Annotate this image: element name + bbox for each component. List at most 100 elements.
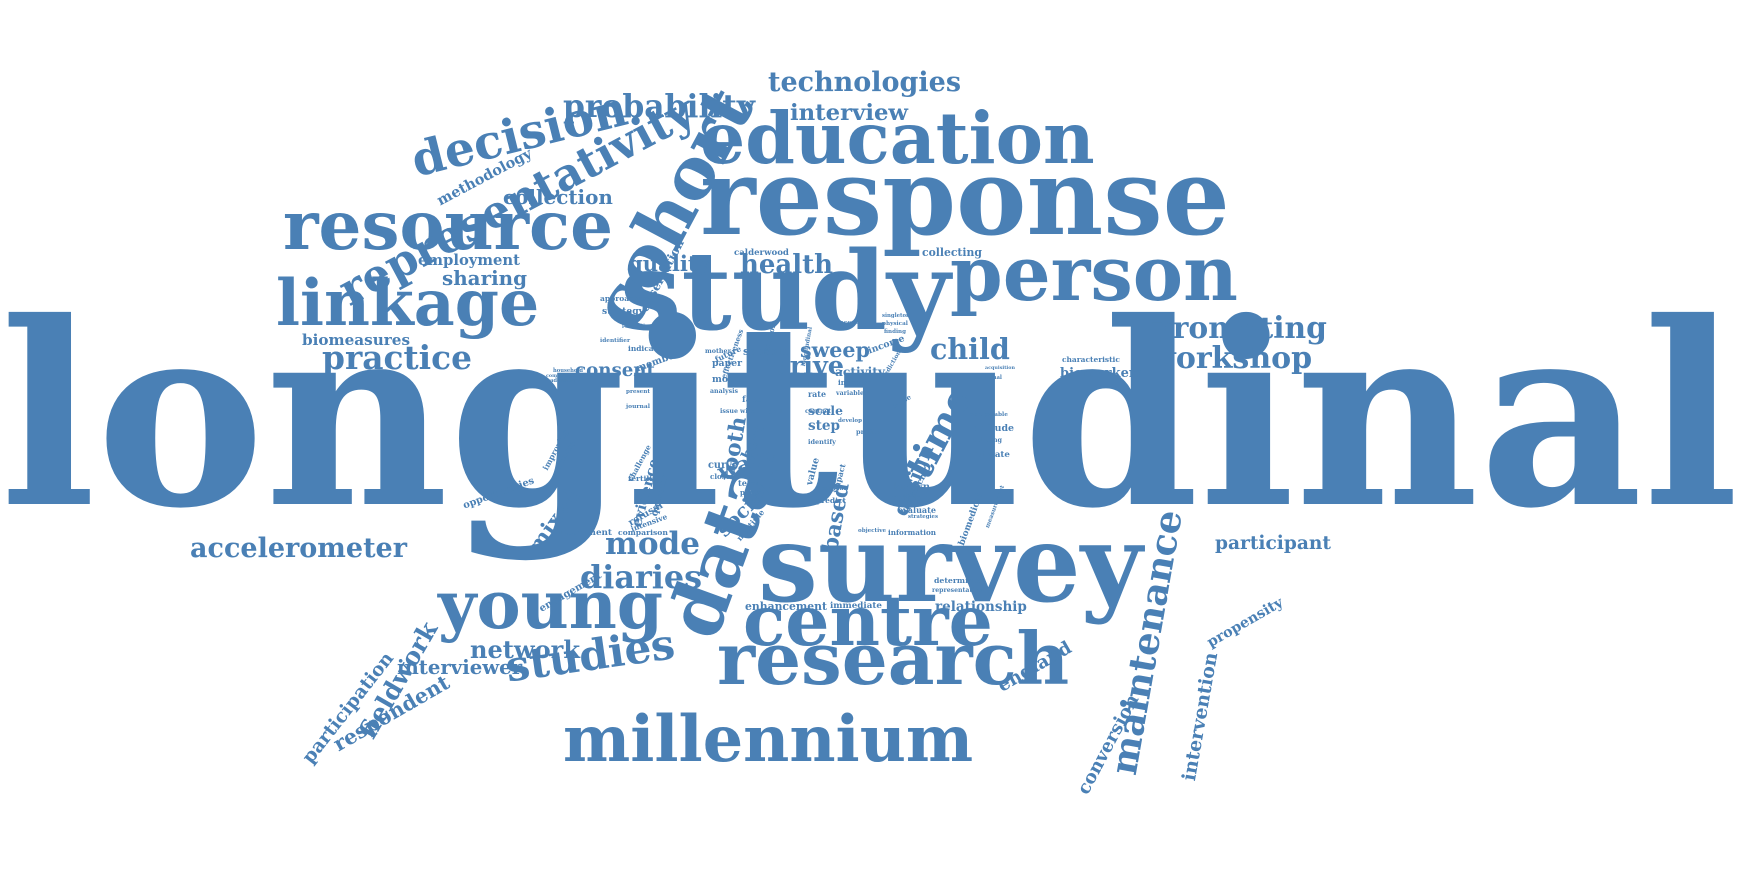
word-strategies: strategies xyxy=(908,514,938,521)
word-drive: drive xyxy=(772,350,845,381)
word-biomeasures: biomeasures xyxy=(302,331,411,350)
word-rate: rate xyxy=(808,390,827,400)
word-sweep: sweep xyxy=(800,337,870,362)
word-employment: employment xyxy=(418,252,520,270)
word-objective: objective xyxy=(858,528,886,535)
word-accelerometer: accelerometer xyxy=(190,532,407,564)
word-identifier: identifier xyxy=(600,338,630,345)
word-postal: postal xyxy=(740,488,764,498)
word-immediate: immediate xyxy=(830,600,882,611)
word-collection: collection xyxy=(503,184,613,209)
word-different: different xyxy=(820,486,846,493)
word-response: response xyxy=(700,135,1230,260)
word-additional: additional xyxy=(550,378,580,385)
word-intervention: intervention xyxy=(1178,650,1223,783)
word-cell: cell xyxy=(768,407,782,417)
word-diaries: diaries xyxy=(580,558,703,597)
word-model: model xyxy=(712,373,744,385)
word-journal: journal xyxy=(626,403,650,411)
word-mode: mode xyxy=(605,526,701,563)
word-quality: quality xyxy=(628,251,710,277)
word-profile: profile xyxy=(856,428,880,437)
word-interviewer: interviewer xyxy=(397,655,523,679)
word-predict: predict xyxy=(816,496,846,506)
word-curve: curve xyxy=(708,459,738,471)
word-traditional: traditional xyxy=(970,375,1002,382)
word-comparable: comparable xyxy=(970,412,1008,419)
word-activity: activity xyxy=(835,364,885,379)
word-present: present xyxy=(626,389,650,396)
word-wide: wide xyxy=(740,408,756,416)
word-technologies: technologies xyxy=(768,66,962,98)
word-variable: variable xyxy=(836,390,864,398)
word-promoting: promoting xyxy=(1152,311,1327,347)
word-information: information xyxy=(888,528,936,538)
word-mother: mother xyxy=(705,347,731,356)
word-linkage: linkage xyxy=(276,266,540,341)
word-issue: issue xyxy=(720,408,738,416)
word-population: population xyxy=(622,323,652,330)
word-strategy: strategy xyxy=(602,305,644,317)
word-acquisition: acquisition xyxy=(985,365,1015,372)
word-workshop: workshop xyxy=(1150,341,1313,377)
word-increase: increase xyxy=(838,378,872,388)
word-determined: determined xyxy=(934,576,984,586)
word-step: step xyxy=(808,418,840,435)
word-fertility: fertility xyxy=(628,474,660,484)
word-child: child xyxy=(930,331,1010,366)
word-network: network xyxy=(470,635,581,665)
word-evaluate: evaluate xyxy=(898,505,936,516)
word-comparison: comparison xyxy=(618,528,668,538)
word-interview: interview xyxy=(790,100,908,127)
word-millennium: millennium xyxy=(563,701,974,777)
word-paper: paper xyxy=(712,357,742,369)
word-component: component xyxy=(546,373,576,380)
word-centre: centre xyxy=(743,580,993,662)
word-reducing: reducing xyxy=(970,436,1002,445)
word-analysis: analysis xyxy=(710,388,738,396)
word-education: education xyxy=(700,96,1095,181)
word-household: household xyxy=(553,368,583,375)
word-sample: sample xyxy=(743,343,790,358)
word-bias: bias xyxy=(808,380,826,390)
word-instrument: instrument xyxy=(557,527,612,538)
word-contact: contact xyxy=(805,408,832,416)
word-biomarkers: biomarkers xyxy=(1060,366,1143,382)
word-term: term xyxy=(738,478,761,488)
word-scale: scale xyxy=(808,402,843,418)
word-closer: closer xyxy=(710,472,734,482)
word-health: health xyxy=(740,249,833,280)
word-participant: participant xyxy=(1215,532,1331,554)
word-account: account xyxy=(840,320,866,327)
word-singleton: singleton xyxy=(882,313,910,320)
word-young: young xyxy=(438,566,664,645)
word-representative: representative xyxy=(932,587,982,595)
word-approaches: approaches xyxy=(600,294,648,304)
word-finding: finding xyxy=(884,329,906,336)
word-develop: develop xyxy=(838,418,862,425)
word-estimate: estimate xyxy=(968,449,1010,460)
word-physical: physical xyxy=(882,321,908,328)
word-known: known xyxy=(893,481,931,493)
word-sharing: sharing xyxy=(442,265,528,290)
word-indicator: indicator xyxy=(628,344,666,354)
word-attitude: attitude xyxy=(972,422,1014,434)
word-characteristic: characteristic xyxy=(1062,355,1120,365)
word-consent: consent xyxy=(575,359,655,381)
word-propensity: propensity xyxy=(1204,594,1287,651)
word-longitudinal: longitudinal xyxy=(0,266,1739,564)
word-reliable: reliable xyxy=(892,493,930,504)
word-probability: probability xyxy=(563,89,755,126)
word-research: research xyxy=(717,617,1070,703)
word-identify: identify xyxy=(808,438,836,447)
word-resource: resource xyxy=(283,185,614,265)
word-calderwood: calderwood xyxy=(734,247,789,258)
word-study: study xyxy=(620,226,951,355)
word-enhancement: enhancement xyxy=(745,599,827,613)
word-person: person xyxy=(950,228,1238,318)
word-practice: practice xyxy=(322,338,472,378)
word-collecting: collecting xyxy=(922,245,982,259)
word-relationship: relationship xyxy=(935,599,1027,616)
word-face: face xyxy=(742,394,763,405)
